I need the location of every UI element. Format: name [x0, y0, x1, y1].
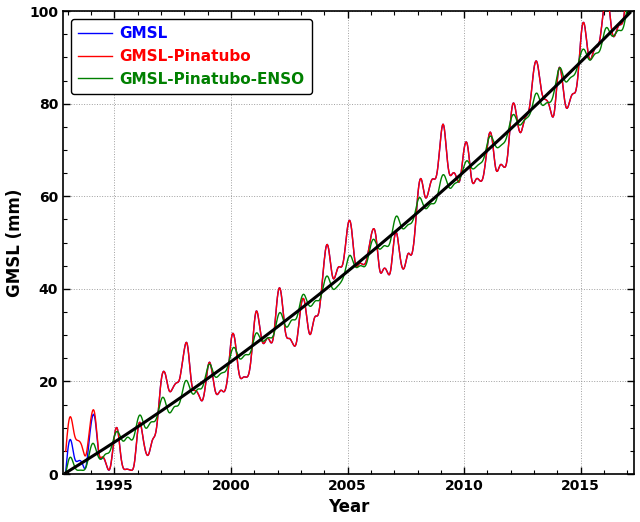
Y-axis label: GMSL (mm): GMSL (mm) [6, 188, 24, 296]
X-axis label: Year: Year [328, 499, 369, 516]
GMSL-Pinatubo-ENSO [62, 470, 70, 476]
Line: GMSL: GMSL [66, 0, 630, 471]
GMSL [62, 468, 70, 474]
GMSL-Pinatubo-ENSO [278, 312, 285, 318]
Legend: GMSL, GMSL-Pinatubo, GMSL-Pinatubo-ENSO: GMSL, GMSL-Pinatubo, GMSL-Pinatubo-ENSO [70, 19, 312, 94]
GMSL-Pinatubo [134, 431, 141, 437]
GMSL-Pinatubo [172, 381, 179, 387]
GMSL-Pinatubo [128, 467, 136, 473]
GMSL-Pinatubo [435, 150, 443, 157]
GMSL [171, 382, 179, 388]
Line: GMSL-Pinatubo: GMSL-Pinatubo [66, 0, 630, 470]
GMSL [435, 157, 442, 163]
GMSL-Pinatubo [427, 179, 435, 185]
GMSL-Pinatubo-ENSO [626, 0, 634, 3]
GMSL-Pinatubo-ENSO [171, 404, 179, 410]
GMSL-Pinatubo-ENSO [435, 188, 442, 194]
GMSL-Pinatubo [391, 231, 399, 237]
Line: GMSL-Pinatubo-ENSO: GMSL-Pinatubo-ENSO [66, 0, 630, 473]
GMSL-Pinatubo-ENSO [390, 218, 398, 224]
GMSL [278, 296, 285, 303]
GMSL-Pinatubo-ENSO [426, 201, 434, 207]
GMSL-Pinatubo [278, 303, 286, 309]
GMSL [426, 181, 434, 187]
GMSL-Pinatubo [62, 448, 70, 455]
GMSL [390, 234, 398, 241]
GMSL [133, 437, 141, 443]
GMSL-Pinatubo-ENSO [133, 421, 141, 427]
